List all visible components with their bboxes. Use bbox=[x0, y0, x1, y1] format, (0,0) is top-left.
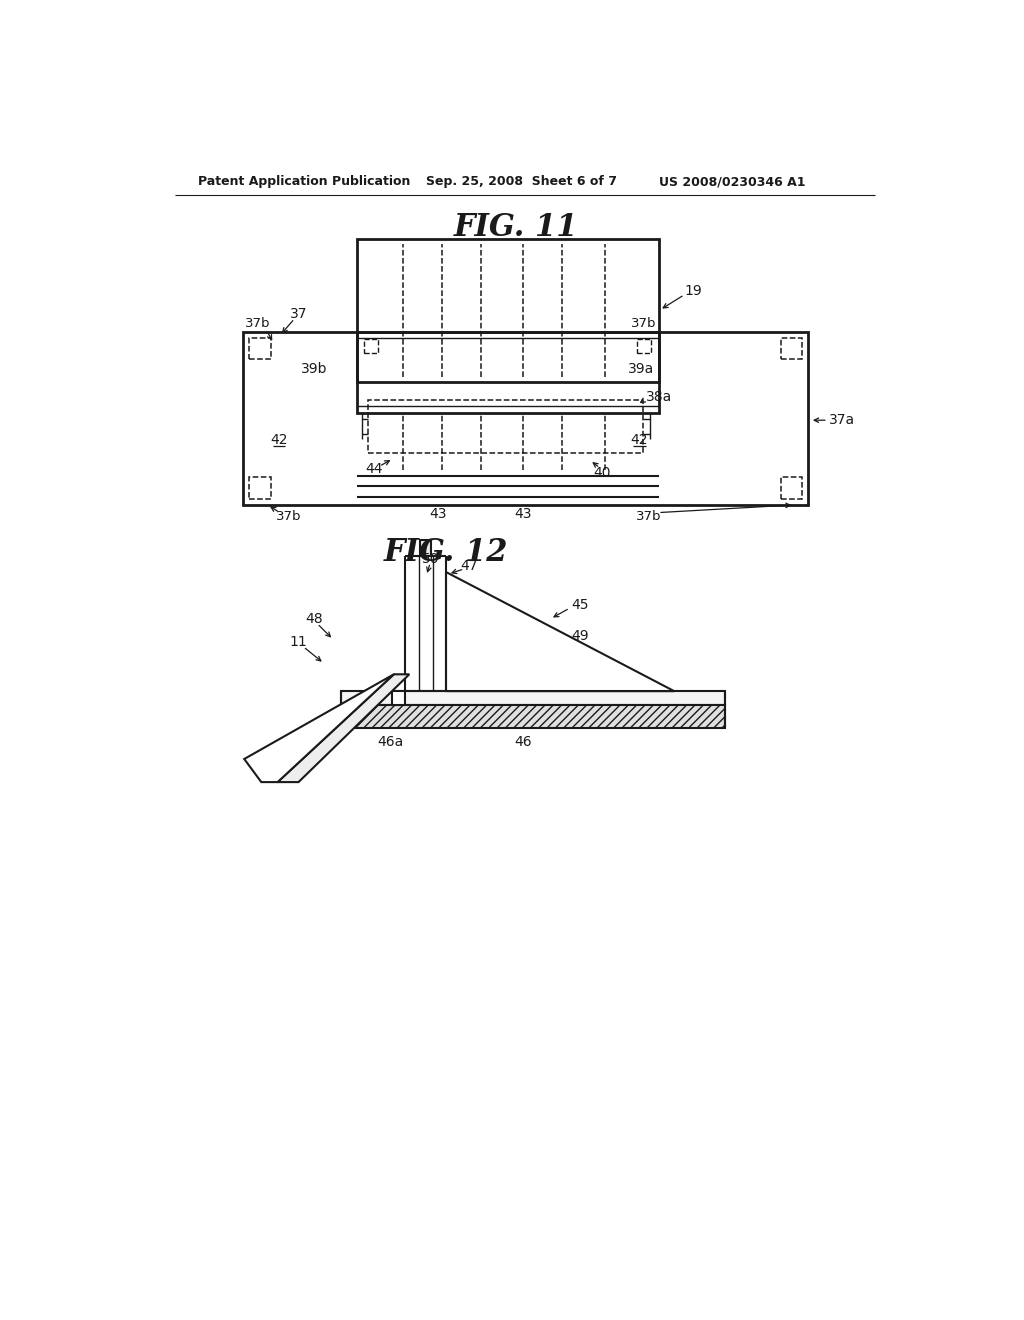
Text: FIG. 12: FIG. 12 bbox=[384, 537, 508, 568]
Text: 43: 43 bbox=[514, 507, 532, 521]
Text: 37b: 37b bbox=[246, 317, 271, 330]
Bar bbox=[780, 478, 802, 499]
Text: 49: 49 bbox=[571, 628, 589, 643]
Text: FIG. 11: FIG. 11 bbox=[454, 213, 578, 243]
Bar bbox=[356, 331, 658, 412]
Text: Patent Application Publication: Patent Application Publication bbox=[198, 176, 411, 187]
Text: 42: 42 bbox=[631, 433, 648, 447]
Text: 46: 46 bbox=[514, 735, 532, 748]
Text: 45: 45 bbox=[571, 598, 589, 612]
Bar bbox=[637, 339, 651, 354]
Text: 46a: 46a bbox=[377, 735, 403, 748]
Text: 37b: 37b bbox=[636, 510, 662, 523]
Text: 42: 42 bbox=[270, 433, 288, 447]
Bar bbox=[341, 705, 725, 729]
Bar bbox=[365, 339, 378, 354]
Text: 19: 19 bbox=[685, 284, 702, 298]
Text: 48: 48 bbox=[305, 612, 323, 626]
Bar bbox=[420, 540, 431, 557]
Text: 39a: 39a bbox=[628, 363, 654, 376]
Text: 39b: 39b bbox=[301, 363, 328, 376]
Bar bbox=[249, 478, 270, 499]
Text: 40: 40 bbox=[594, 466, 611, 479]
Text: 44: 44 bbox=[366, 462, 383, 477]
Text: 38a: 38a bbox=[646, 391, 672, 404]
Polygon shape bbox=[245, 675, 394, 781]
Bar bbox=[249, 338, 270, 359]
Bar bbox=[341, 692, 725, 705]
Text: 37b: 37b bbox=[631, 317, 656, 330]
Text: Sep. 25, 2008  Sheet 6 of 7: Sep. 25, 2008 Sheet 6 of 7 bbox=[426, 176, 617, 187]
Bar bbox=[243, 331, 809, 506]
Text: 47: 47 bbox=[460, 560, 478, 573]
Bar bbox=[780, 338, 802, 359]
Bar bbox=[391, 692, 406, 705]
Bar bbox=[369, 400, 643, 453]
Text: 11: 11 bbox=[290, 635, 307, 649]
Text: US 2008/0230346 A1: US 2008/0230346 A1 bbox=[658, 176, 805, 187]
Text: 37a: 37a bbox=[829, 413, 855, 428]
Text: 37b: 37b bbox=[275, 510, 301, 523]
Text: 43: 43 bbox=[429, 507, 446, 521]
Bar bbox=[356, 239, 658, 381]
Polygon shape bbox=[278, 675, 410, 781]
Text: 50: 50 bbox=[422, 552, 439, 566]
Text: 37: 37 bbox=[290, 308, 307, 321]
